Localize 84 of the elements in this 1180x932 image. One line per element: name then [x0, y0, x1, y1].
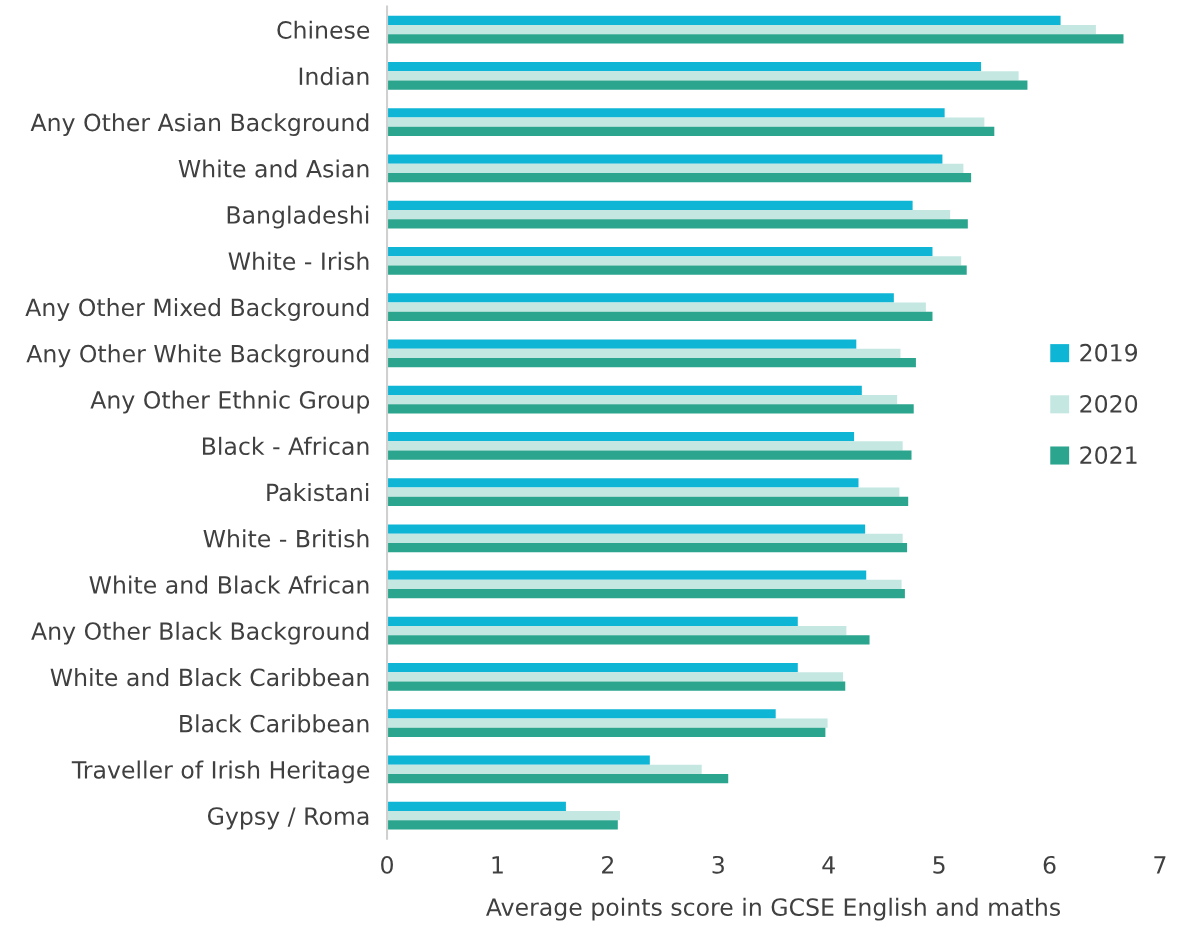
bar [387, 616, 798, 627]
x-axis-title: Average points score in GCSE English and maths [486, 897, 1060, 921]
bar [387, 154, 943, 164]
bar [387, 311, 933, 321]
bar [387, 200, 913, 210]
bar [387, 774, 729, 784]
bar [387, 80, 1028, 90]
bar [387, 117, 985, 127]
bar [387, 404, 914, 414]
y-tick-label: Bangladeshi [227, 205, 369, 229]
y-tick-label: Black Caribbean [180, 714, 369, 733]
bar [387, 25, 1096, 35]
y-tick-label: White - Irish [228, 251, 369, 271]
bar [387, 524, 866, 534]
x-tick-label: 4 [822, 856, 835, 874]
bar [387, 542, 908, 553]
bar [387, 663, 798, 673]
bar [387, 431, 855, 442]
x-tick-label: 2 [602, 855, 614, 874]
legend-label: 2019 [1080, 343, 1138, 362]
bar [387, 755, 650, 765]
bar [387, 478, 859, 488]
bar [387, 718, 828, 728]
bar [387, 626, 847, 636]
bar [387, 589, 905, 599]
bar [387, 385, 862, 395]
bar [387, 163, 964, 173]
bar [387, 34, 1124, 44]
bar [387, 209, 951, 220]
y-tick-label: White and Black Caribbean [50, 668, 369, 687]
bar [387, 635, 870, 645]
y-tick-label: White and Black African [89, 575, 369, 594]
bar [387, 357, 916, 368]
bar [387, 441, 903, 451]
bar [387, 15, 1061, 26]
bar [387, 727, 826, 738]
bar [387, 450, 912, 460]
bar [387, 709, 776, 719]
bar [387, 256, 962, 266]
y-tick-label: Any Other Mixed Background [25, 298, 369, 321]
y-tick-label: Any Other Asian Background [30, 113, 369, 136]
bar [387, 820, 618, 830]
bar [387, 62, 982, 72]
x-tick-label: 7 [1154, 856, 1166, 874]
bar [387, 496, 909, 506]
bar [387, 579, 902, 590]
bar [387, 219, 968, 229]
y-tick-label: White and Asian [178, 159, 369, 178]
y-tick-label: Gypsy / Roma [207, 807, 369, 830]
bar [387, 265, 967, 275]
bar [387, 293, 894, 303]
x-tick-label: 6 [1043, 855, 1056, 874]
legend-label: 2020 [1080, 395, 1138, 413]
bar [387, 672, 844, 682]
bar [387, 339, 857, 349]
y-tick-label: Pakistani [267, 483, 369, 502]
bar [387, 126, 995, 136]
y-tick-label: Traveller of Irish Heritage [71, 760, 370, 784]
x-tick-label: 5 [933, 856, 945, 874]
bar [387, 302, 926, 312]
bar [387, 487, 900, 497]
bar [387, 533, 903, 543]
bar [387, 681, 846, 691]
y-tick-label: Chinese [277, 20, 370, 39]
bar [387, 764, 702, 775]
bar [387, 570, 867, 580]
y-tick-label: Any Other Black Background [31, 621, 369, 645]
bar [387, 108, 945, 118]
bar [387, 348, 901, 358]
y-tick-label: Indian [299, 66, 369, 86]
x-tick-label: 3 [712, 855, 724, 874]
x-tick-label: 0 [381, 855, 393, 874]
x-tick-label: 1 [492, 856, 503, 874]
bar [387, 801, 566, 812]
bar [387, 394, 898, 405]
y-tick-label: White - British [203, 529, 369, 548]
y-tick-label: Any Other Ethnic Group [90, 390, 370, 414]
y-tick-label: Any Other White Background [26, 344, 369, 368]
bar [387, 246, 933, 257]
bar [387, 172, 972, 183]
y-tick-label: Black - African [202, 436, 369, 456]
bar [387, 811, 621, 821]
bar [387, 71, 1019, 81]
legend-label: 2021 [1080, 446, 1137, 465]
